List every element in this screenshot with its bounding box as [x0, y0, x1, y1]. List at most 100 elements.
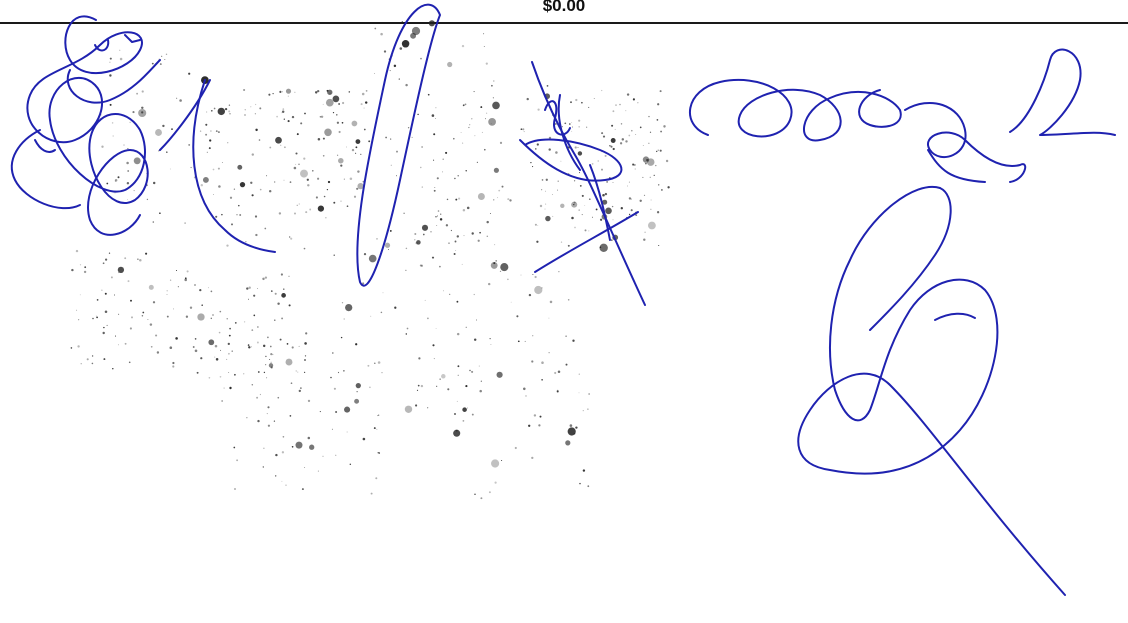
speckle-dot: [280, 144, 282, 146]
speckle-dot: [557, 370, 561, 374]
speckle-dot: [96, 316, 98, 319]
speckle-dot: [327, 89, 333, 95]
speckle-dot: [215, 358, 219, 361]
speckle-dot: [541, 379, 543, 381]
speckle-dot: [569, 123, 571, 125]
speckle-dot: [194, 349, 198, 353]
speckle-dot: [436, 225, 438, 227]
speckle-dot: [234, 322, 237, 324]
speckle-dot: [251, 384, 254, 386]
speckle-dot: [294, 91, 296, 93]
speckle-dot: [492, 101, 500, 110]
speckle-dot: [526, 97, 529, 101]
speckle-dot: [627, 185, 629, 187]
speckle-dot: [497, 197, 499, 199]
speckle-dot: [416, 389, 419, 391]
speckle-dot: [489, 338, 491, 340]
speckle-dot: [259, 393, 261, 396]
speckle-dot: [556, 390, 559, 393]
speckle-dot: [660, 130, 663, 133]
speckle-dot: [639, 126, 642, 129]
speckle-dot: [605, 207, 612, 215]
speckle-dot: [200, 183, 204, 187]
speckle-dot: [320, 115, 324, 118]
speckle-dot: [486, 112, 488, 114]
speckle-dot: [213, 107, 216, 110]
speckle-dot: [436, 385, 438, 387]
speckle-dot: [548, 317, 550, 319]
speckle-dot: [620, 123, 623, 125]
speckle-dot: [657, 184, 660, 186]
speckle-dot: [659, 149, 662, 152]
speckle-dot: [184, 278, 187, 282]
speckle-dot: [166, 315, 169, 318]
speckle-dot: [228, 334, 231, 337]
speckle-dot: [405, 333, 408, 335]
speckle-dot: [221, 162, 223, 164]
speckle-dot: [220, 349, 222, 351]
speckle-dot: [468, 126, 470, 129]
speckle-dot: [205, 123, 208, 126]
speckle-dot: [214, 344, 218, 348]
speckle-dot: [287, 95, 289, 97]
speckle-dot: [628, 197, 632, 200]
speckle-dot: [588, 198, 591, 201]
speckle-dot: [456, 235, 460, 238]
speckle-dot: [227, 342, 230, 346]
speckle-dot: [465, 170, 467, 172]
speckle-dot: [635, 134, 637, 136]
speckle-dot: [130, 299, 132, 302]
speckle-dot: [322, 455, 324, 457]
speckle-dot: [488, 118, 496, 126]
speckle-dot: [606, 181, 608, 183]
speckle-dot: [254, 113, 257, 115]
speckle-dot: [610, 138, 616, 143]
speckle-dot: [212, 314, 214, 316]
speckle-dot: [501, 459, 503, 462]
speckle-dot: [151, 62, 154, 65]
speckle-dot: [228, 352, 230, 355]
speckle-dot: [393, 64, 397, 68]
speckle-dot: [473, 91, 475, 93]
speckle-dot: [571, 201, 578, 208]
speckle-dot: [471, 370, 474, 373]
speckle-dot: [421, 186, 424, 188]
speckle-dot: [190, 166, 192, 169]
speckle-dot: [119, 57, 123, 61]
speckle-dot: [462, 104, 465, 107]
speckle-dot: [272, 92, 274, 95]
speckle-dot: [117, 266, 125, 274]
speckle-dot: [247, 344, 250, 346]
speckle-dot: [274, 475, 277, 477]
speckle-dot: [494, 244, 496, 246]
speckle-dot: [206, 151, 208, 153]
speckle-dot: [169, 279, 172, 281]
speckle-dot: [258, 139, 261, 141]
speckle-dot: [538, 424, 541, 427]
speckle-dot: [267, 336, 269, 339]
speckle-dot: [282, 435, 285, 438]
speckle-dot: [375, 477, 378, 480]
speckle-dot: [304, 342, 307, 345]
speckle-dot: [534, 285, 543, 295]
speckle-dot: [363, 107, 365, 109]
speckle-dot: [293, 212, 297, 215]
speckle-dot: [103, 326, 105, 329]
speckle-dot: [531, 360, 534, 363]
speckle-dot: [159, 212, 161, 215]
speckle-dot: [541, 179, 544, 181]
speckle-dot: [649, 131, 652, 133]
speckle-dot: [248, 298, 249, 300]
speckle-dot: [430, 230, 432, 233]
speckle-dot: [259, 107, 262, 110]
speckle-dot: [253, 314, 256, 317]
speckle-dot: [489, 213, 491, 215]
speckle-dot: [582, 410, 584, 412]
speckle-dot: [267, 406, 270, 409]
speckle-dot: [552, 215, 554, 218]
speckle-dot: [663, 125, 666, 128]
speckle-dot: [269, 358, 271, 361]
speckle-dot: [570, 101, 572, 104]
speckle-dot: [270, 290, 273, 292]
speckle-dot: [557, 180, 559, 182]
